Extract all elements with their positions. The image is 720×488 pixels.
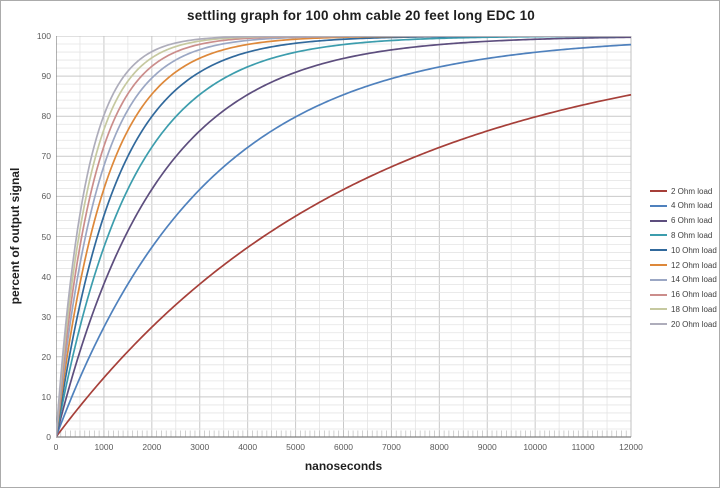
legend-item: 4 Ohm load xyxy=(650,199,712,213)
legend-label: 2 Ohm load xyxy=(671,186,713,196)
y-tick-label: 30 xyxy=(41,311,51,322)
x-tick-label: 0 xyxy=(53,442,59,452)
legend-swatch-icon xyxy=(650,293,667,296)
legend-swatch-icon xyxy=(650,308,667,311)
y-tick-label: 0 xyxy=(46,432,51,442)
legend-item: 2 Ohm load xyxy=(650,184,712,198)
legend-label: 14 Ohm load xyxy=(671,275,717,285)
x-tick-label: 2000 xyxy=(142,442,162,452)
x-tick-label: 4000 xyxy=(238,442,258,452)
y-tick-label: 40 xyxy=(41,271,51,282)
y-tick-label: 20 xyxy=(41,351,51,362)
legend-swatch-icon xyxy=(650,278,667,281)
legend-swatch-icon xyxy=(650,264,667,266)
plot-area xyxy=(56,36,632,438)
x-tick-label: 11000 xyxy=(571,442,595,452)
series-line-6-ohm-load xyxy=(56,36,632,438)
legend-label: 18 Ohm load xyxy=(671,304,717,314)
y-tick-label: 60 xyxy=(41,191,51,202)
legend-swatch-icon xyxy=(650,190,667,192)
x-tick-label: 8000 xyxy=(429,442,449,452)
y-tick-label: 80 xyxy=(41,111,51,122)
legend-label: 20 Ohm load xyxy=(671,319,717,329)
x-tick-label: 7000 xyxy=(381,442,401,452)
x-tick-label: 6000 xyxy=(334,442,353,452)
y-tick-label: 100 xyxy=(36,31,51,41)
x-axis-title: nanoseconds xyxy=(304,459,383,473)
legend-swatch-icon xyxy=(650,204,667,207)
legend-item: 14 Ohm load xyxy=(650,273,717,287)
legend-item: 12 Ohm load xyxy=(650,258,717,272)
series-line-4-ohm-load xyxy=(56,43,632,438)
legend-item: 8 Ohm load xyxy=(650,228,712,242)
legend-label: 8 Ohm load xyxy=(671,230,713,240)
legend-item: 16 Ohm load xyxy=(650,288,717,302)
legend-item: 20 Ohm load xyxy=(650,317,717,331)
x-tick-label: 10000 xyxy=(523,442,547,452)
legend-swatch-icon xyxy=(650,219,667,222)
legend-label: 16 Ohm load xyxy=(671,290,717,300)
legend-item: 10 Ohm load xyxy=(650,243,717,257)
chart-title: settling graph for 100 ohm cable 20 feet… xyxy=(187,8,535,23)
x-tick-label: 9000 xyxy=(477,442,497,452)
x-tick-label: 3000 xyxy=(190,442,210,452)
series-line-2-ohm-load xyxy=(56,93,632,438)
x-tick-label: 5000 xyxy=(286,442,306,452)
y-tick-label: 10 xyxy=(41,391,51,402)
legend-label: 4 Ohm load xyxy=(671,201,713,211)
x-tick-label: 1000 xyxy=(94,442,114,452)
legend-label: 10 Ohm load xyxy=(671,245,717,255)
legend-label: 6 Ohm load xyxy=(671,216,713,226)
y-tick-label: 90 xyxy=(41,71,51,82)
legend-item: 6 Ohm load xyxy=(650,214,712,228)
legend-swatch-icon xyxy=(650,323,667,326)
x-tick-label: 12000 xyxy=(619,442,643,452)
legend-swatch-icon xyxy=(650,249,667,252)
y-tick-label: 70 xyxy=(41,151,51,162)
legend-item: 18 Ohm load xyxy=(650,302,717,316)
legend-label: 12 Ohm load xyxy=(671,260,717,270)
y-tick-label: 50 xyxy=(41,231,51,242)
legend-swatch-icon xyxy=(650,234,667,237)
series-line-20-ohm-load xyxy=(56,36,631,438)
